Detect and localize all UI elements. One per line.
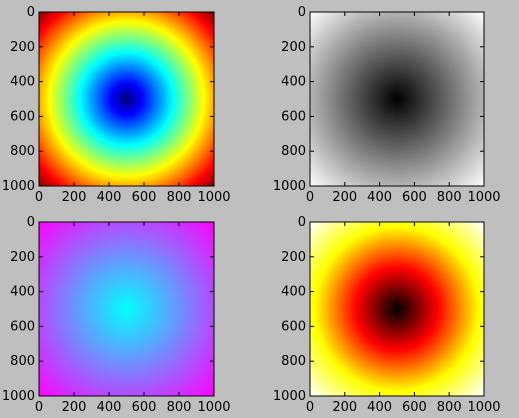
heatmap-image-cool <box>39 222 214 396</box>
y-tick-label: 200 <box>10 250 35 265</box>
axes-frame <box>309 221 485 397</box>
y-tick-label: 0 <box>27 5 35 20</box>
y-tick-label: 800 <box>281 144 306 159</box>
x-tick-label: 400 <box>97 190 122 205</box>
x-tick-label: 0 <box>306 190 314 205</box>
x-tick-label: 400 <box>367 400 392 415</box>
y-tick-label: 800 <box>281 354 306 369</box>
x-tick-label: 1000 <box>197 400 230 415</box>
x-tick-label: 200 <box>332 400 357 415</box>
y-tick-label: 200 <box>10 40 35 55</box>
y-tick-label: 1000 <box>273 179 306 194</box>
x-tick-label: 1000 <box>467 190 500 205</box>
y-tick-label: 0 <box>298 5 306 20</box>
y-tick-label: 800 <box>10 144 35 159</box>
x-tick-label: 600 <box>402 190 427 205</box>
x-tick-label: 800 <box>437 190 462 205</box>
x-tick-label: 1000 <box>467 400 500 415</box>
y-tick-label: 0 <box>27 215 35 230</box>
y-tick-label: 0 <box>298 215 306 230</box>
x-tick-label: 1000 <box>197 190 230 205</box>
x-tick-label: 0 <box>35 190 43 205</box>
axes-frame <box>38 221 215 397</box>
y-tick-label: 600 <box>10 319 35 334</box>
heatmap-image-hot <box>310 222 484 396</box>
x-tick-label: 400 <box>367 190 392 205</box>
y-tick-label: 400 <box>281 75 306 90</box>
x-tick-label: 800 <box>167 190 192 205</box>
x-tick-label: 800 <box>437 400 462 415</box>
x-tick-label: 400 <box>97 400 122 415</box>
axes-frame <box>38 11 215 187</box>
x-tick-label: 200 <box>332 190 357 205</box>
x-tick-label: 200 <box>62 190 87 205</box>
y-tick-label: 200 <box>281 250 306 265</box>
y-tick-label: 600 <box>281 319 306 334</box>
y-tick-label: 200 <box>281 40 306 55</box>
y-tick-label: 600 <box>281 109 306 124</box>
axes-frame <box>309 11 485 187</box>
y-tick-label: 400 <box>281 285 306 300</box>
x-tick-label: 800 <box>167 400 192 415</box>
x-tick-label: 200 <box>62 400 87 415</box>
y-tick-label: 1000 <box>2 389 35 404</box>
y-tick-label: 600 <box>10 109 35 124</box>
x-tick-label: 600 <box>132 400 157 415</box>
x-tick-label: 600 <box>132 190 157 205</box>
heatmap-image-gray <box>310 12 484 186</box>
y-tick-label: 1000 <box>2 179 35 194</box>
heatmap-image-jet <box>39 12 214 186</box>
y-tick-label: 800 <box>10 354 35 369</box>
x-tick-label: 600 <box>402 400 427 415</box>
y-tick-label: 400 <box>10 75 35 90</box>
x-tick-label: 0 <box>35 400 43 415</box>
x-tick-label: 0 <box>306 400 314 415</box>
y-tick-label: 400 <box>10 285 35 300</box>
y-tick-label: 1000 <box>273 389 306 404</box>
